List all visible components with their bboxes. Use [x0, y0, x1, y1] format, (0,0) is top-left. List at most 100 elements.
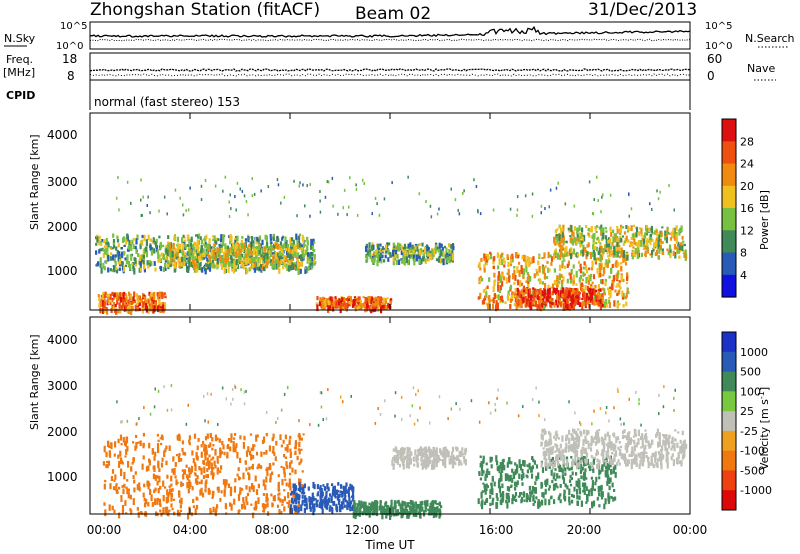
velocity-cell	[451, 461, 455, 468]
power-cell	[136, 295, 139, 302]
power-cell	[682, 240, 685, 244]
power-cell	[265, 258, 268, 264]
power-cell	[603, 268, 606, 274]
power-cell	[279, 255, 282, 260]
power-cell	[100, 267, 103, 274]
power-colorbar-swatch	[722, 163, 736, 187]
velocity-cell	[200, 479, 203, 485]
velocity-cell	[292, 483, 295, 489]
power-cell	[601, 195, 603, 199]
power-cell	[256, 250, 259, 257]
power-cell	[608, 302, 611, 308]
velocity-cell	[598, 504, 601, 508]
velocity-cell	[342, 498, 345, 505]
velocity-cell	[264, 503, 267, 509]
power-cell	[217, 248, 220, 252]
velocity-cell	[205, 474, 208, 478]
power-cell	[516, 287, 519, 292]
power-cell	[570, 303, 573, 306]
velocity-cell	[168, 445, 171, 451]
power-cell	[584, 285, 587, 291]
velocity-cell	[160, 462, 164, 468]
velocity-cell	[427, 446, 431, 451]
power-cell	[400, 245, 403, 251]
power-cell	[574, 302, 577, 306]
velocity-cell	[246, 492, 250, 497]
power-cell	[513, 303, 516, 307]
power-cell	[264, 248, 267, 256]
power-cell	[571, 294, 575, 299]
power-cell	[635, 232, 638, 238]
velocity-cell	[114, 441, 117, 448]
velocity-cell	[555, 482, 558, 487]
power-cell	[416, 243, 420, 247]
power-cell	[566, 293, 569, 300]
velocity-cell	[601, 464, 604, 470]
power-cell	[511, 292, 514, 296]
velocity-cell	[406, 456, 409, 462]
power-cell	[281, 249, 284, 254]
power-cell	[109, 256, 112, 261]
power-cell	[123, 244, 126, 247]
power-cell	[522, 276, 525, 279]
velocity-cell	[318, 502, 321, 508]
velocity-cell	[361, 503, 364, 509]
velocity-cell	[586, 496, 589, 502]
power-cell	[553, 268, 556, 273]
power-cell	[627, 239, 630, 243]
power-cell	[222, 234, 225, 241]
power-cell	[213, 254, 216, 261]
velocity-cell	[290, 492, 293, 496]
velocity-cell	[289, 448, 292, 452]
power-cell	[621, 290, 624, 297]
power-cell	[392, 242, 395, 246]
power-cell	[105, 306, 108, 310]
power-cell	[213, 244, 216, 248]
velocity-cell	[424, 459, 427, 466]
power-cell	[625, 301, 628, 307]
velocity-cell	[399, 454, 402, 460]
power-cell	[247, 257, 250, 264]
velocity-cell	[582, 439, 585, 446]
velocity-cell	[319, 487, 322, 491]
velocity-cell	[590, 488, 593, 493]
power-cell	[397, 242, 400, 247]
velocity-cell	[132, 475, 135, 479]
power-cell	[438, 252, 441, 259]
velocity-cell	[298, 432, 301, 438]
power-cell	[122, 299, 125, 301]
velocity-cell	[304, 503, 307, 507]
velocity-cell	[211, 437, 214, 442]
velocity-cell	[345, 482, 348, 487]
velocity-cell	[581, 466, 584, 471]
power-cell	[599, 298, 602, 305]
power-cell	[551, 302, 554, 306]
velocity-cell	[351, 489, 355, 497]
velocity-cell	[491, 499, 494, 506]
power-cell	[593, 253, 596, 260]
power-cell	[225, 259, 228, 264]
velocity-cell	[444, 463, 447, 469]
power-cell	[184, 258, 187, 263]
velocity-cell	[249, 433, 253, 436]
power-cell	[381, 297, 384, 301]
power-cell	[481, 277, 484, 282]
power-cell	[606, 244, 610, 251]
power-cell	[185, 255, 189, 258]
velocity-cell	[597, 486, 600, 493]
velocity-cell	[446, 448, 449, 453]
velocity-cell	[108, 445, 111, 448]
power-cell	[632, 234, 636, 237]
power-cell	[250, 257, 254, 263]
power-cell	[114, 303, 117, 308]
power-cell	[250, 253, 253, 256]
power-cell	[269, 234, 272, 238]
power-colorbar-tick: 28	[740, 135, 754, 148]
power-cell	[127, 291, 131, 296]
velocity-cell	[401, 508, 404, 515]
power-cell	[178, 263, 181, 266]
power-cell	[203, 266, 206, 269]
velocity-cell	[117, 454, 120, 459]
power-cell	[212, 235, 215, 238]
power-cell	[581, 240, 584, 244]
